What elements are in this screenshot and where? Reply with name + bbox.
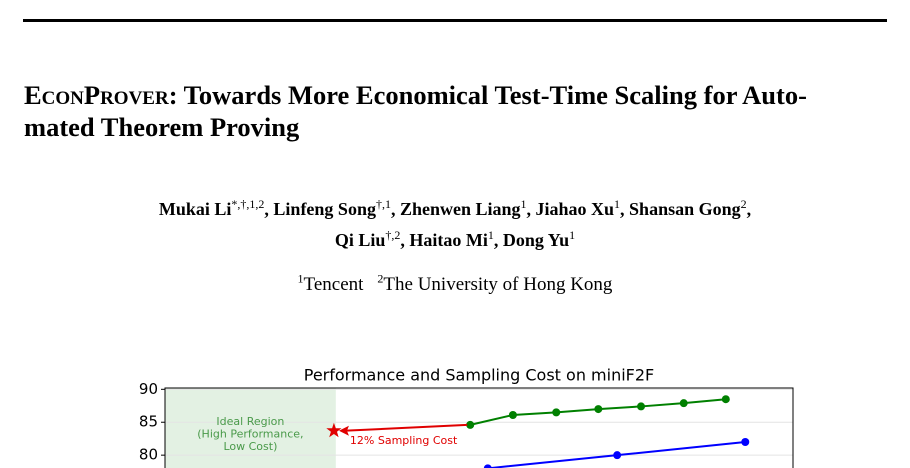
- author-marks: 1: [487, 228, 494, 242]
- affiliation-mark: 2: [377, 272, 384, 286]
- author-line: Mukai Li*,†,1,2, Linfeng Song†,1, Zhenwe…: [0, 197, 910, 220]
- chart-title: Performance and Sampling Cost on miniF2F: [304, 366, 655, 385]
- arrow-head: [338, 425, 349, 436]
- title-name: EconProver: [24, 80, 169, 110]
- region-label: Low Cost): [223, 440, 277, 453]
- affiliation: 1Tencent: [297, 272, 364, 296]
- arrow: [343, 423, 468, 432]
- separator: ,: [264, 199, 269, 219]
- separator: ,: [526, 199, 532, 219]
- affiliation: 2The University of Hong Kong: [377, 272, 613, 296]
- point: [741, 437, 750, 446]
- title-text: : Towards More Economical Test-Time Scal…: [168, 80, 807, 110]
- separator: ,: [390, 199, 396, 219]
- author-marks: 1: [520, 197, 527, 211]
- plot-frame: [164, 387, 794, 468]
- y-tick-label: 80: [139, 446, 158, 464]
- affiliation-name: Tencent: [303, 274, 364, 296]
- highlight-label: 12% Sampling Cost: [350, 434, 458, 447]
- author-marks: 2: [740, 197, 747, 211]
- title-line: EconProver: Towards More Economical Test…: [24, 80, 807, 111]
- y-tick-label: 85: [139, 413, 158, 431]
- author-marks: 1: [614, 197, 621, 211]
- author-marks: †,2: [385, 228, 401, 242]
- point: [679, 399, 688, 408]
- affiliation-name: The University of Hong Kong: [383, 274, 613, 296]
- author-marks: †,1: [375, 197, 391, 211]
- point: [483, 464, 492, 468]
- point: [508, 410, 517, 419]
- author-line: Qi Liu†,2, Haitao Mi1, Dong Yu1: [0, 228, 910, 251]
- author-marks: *,†,1,2: [231, 197, 265, 211]
- y-tick-label: 90: [139, 380, 158, 398]
- author-name: Dong Yu: [502, 230, 570, 250]
- point: [637, 402, 646, 411]
- author-name: Haitao Mi: [409, 230, 488, 250]
- author-name: Linfeng Song: [273, 199, 376, 219]
- affiliation-mark: 1: [297, 272, 304, 286]
- separator: ,: [746, 199, 752, 219]
- point: [594, 405, 603, 414]
- region-label: Ideal Region: [216, 415, 284, 428]
- top-rule: [23, 19, 887, 22]
- author-name: Shansan Gong: [629, 199, 741, 219]
- region-label: (High Performance,: [197, 428, 303, 441]
- point: [466, 420, 475, 429]
- author-name: Mukai Li: [158, 199, 232, 219]
- author-marks: 1: [569, 228, 576, 242]
- point: [721, 395, 730, 404]
- separator: ,: [620, 199, 625, 219]
- author-name: Jiahao Xu: [535, 199, 615, 219]
- affiliations: 1Tencent 2The University of Hong Kong: [0, 272, 910, 296]
- separator: ,: [400, 230, 405, 250]
- separator: ,: [493, 230, 499, 250]
- author-name: Zhenwen Liang: [399, 199, 521, 219]
- point: [552, 408, 561, 417]
- author-name: Qi Liu: [334, 230, 386, 250]
- highlight-star: [326, 422, 342, 438]
- title-line: mated Theorem Proving: [24, 112, 300, 142]
- point: [613, 451, 622, 460]
